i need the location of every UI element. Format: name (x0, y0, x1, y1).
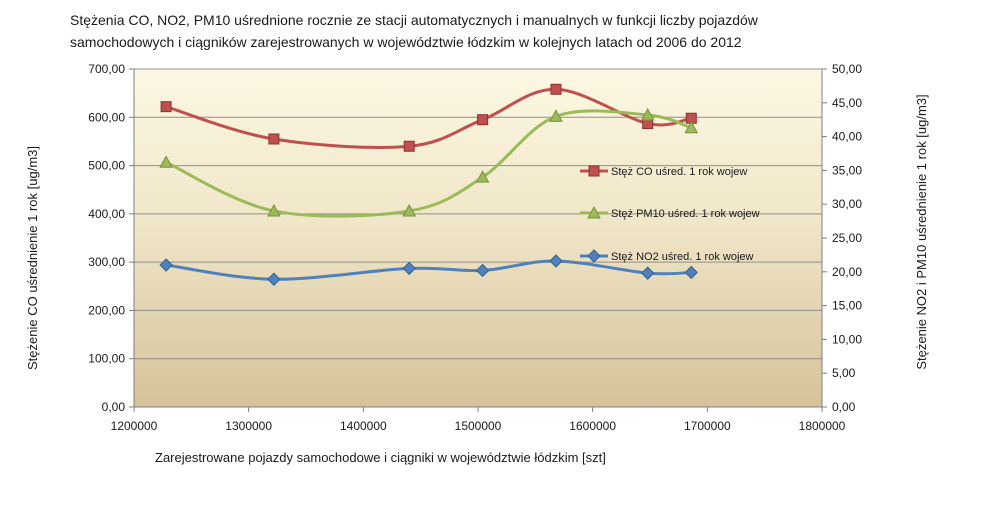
data-point (550, 83, 562, 95)
right-y-axis-title: Stężenie NO2 i PM10 uśrednienie 1 rok [u… (914, 94, 929, 369)
legend-item: Stęż CO uśred. 1 rok wojew (580, 165, 747, 178)
right-y-tick-label: 25,00 (832, 231, 862, 245)
right-y-tick-label: 40,00 (832, 130, 862, 144)
x-tick-label: 1400000 (340, 419, 387, 433)
right-y-tick-label: 30,00 (832, 197, 862, 211)
series-1 (160, 83, 697, 152)
x-axis-title: Zarejestrowane pojazdy samochodowe i cią… (155, 450, 606, 465)
left-y-tick-label: 400,00 (88, 207, 125, 221)
legend-label: Stęż PM10 uśred. 1 rok wojew (611, 208, 760, 220)
right-y-axis-ticks: 0,00 5,00 10,00 15,00 20,00 25,00 30,00 35,00 40… (822, 62, 862, 414)
legend-item: Stęż PM10 uśred. 1 rok wojew (580, 205, 760, 220)
data-point (267, 203, 281, 217)
data-point (159, 155, 173, 168)
left-y-tick-label: 600,00 (88, 110, 125, 124)
series-3 (159, 254, 698, 286)
data-point (477, 114, 489, 126)
legend-label: Stęż NO2 uśred. 1 rok wojew (611, 251, 754, 263)
right-y-tick-label: 10,00 (832, 332, 862, 346)
data-point (640, 266, 655, 280)
data-point (403, 140, 415, 152)
x-tick-label: 1500000 (455, 419, 502, 433)
legend: Stęż CO uśred. 1 rok wojew Stęż PM10 uśre… (580, 165, 760, 263)
data-point (684, 265, 698, 280)
left-y-tick-label: 0,00 (102, 400, 126, 414)
data-point (268, 133, 280, 145)
legend-item: Stęż NO2 uśred. 1 rok wojew (580, 249, 754, 263)
left-y-tick-label: 200,00 (88, 303, 125, 317)
right-y-tick-label: 0,00 (832, 400, 856, 414)
legend-label: Stęż CO uśred. 1 rok wojew (611, 166, 747, 178)
data-point (640, 107, 655, 121)
left-y-tick-label: 700,00 (88, 62, 125, 76)
right-y-tick-label: 50,00 (832, 62, 862, 76)
data-point (475, 170, 490, 183)
x-tick-label: 1200000 (111, 419, 158, 433)
data-point (475, 263, 490, 278)
left-y-tick-label: 300,00 (88, 255, 125, 269)
data-point (160, 101, 172, 113)
left-y-tick-label: 500,00 (88, 159, 125, 173)
plot-area (134, 69, 822, 407)
chart-title-line-2: samochodowych i ciągników zarejestrowany… (70, 34, 742, 50)
data-point (549, 109, 563, 122)
right-y-tick-label: 15,00 (832, 299, 862, 313)
legend-swatch-marker (587, 249, 601, 263)
left-y-axis-ticks: 0,00 100,00 200,00 300,00 400,00 500,00 600,00… (88, 62, 134, 414)
right-y-tick-label: 35,00 (832, 163, 862, 177)
data-point (402, 261, 416, 276)
x-tick-label: 1600000 (569, 419, 616, 433)
right-y-tick-label: 5,00 (832, 366, 856, 380)
data-point (159, 258, 173, 272)
chart-title-line-1: Stężenia CO, NO2, PM10 uśrednione roczni… (70, 12, 759, 28)
legend-swatch-marker (588, 165, 600, 177)
x-tick-label: 1700000 (684, 419, 731, 433)
data-point (549, 254, 563, 268)
data-point (402, 203, 417, 217)
x-tick-label: 1800000 (799, 419, 846, 433)
data-point (684, 120, 699, 134)
legend-swatch-marker (587, 205, 601, 219)
right-y-tick-label: 45,00 (832, 96, 862, 110)
data-point (267, 272, 281, 286)
series-2 (159, 107, 699, 218)
left-y-axis-title: Stężenie CO uśrednienie 1 rok [ug/m3] (25, 146, 40, 370)
x-axis-ticks: 1200000 1300000 1400000 1500000 1600000 17000… (111, 407, 846, 433)
right-y-tick-label: 20,00 (832, 265, 862, 279)
series-lines (159, 83, 699, 286)
x-tick-label: 1300000 (225, 419, 272, 433)
left-y-tick-label: 100,00 (88, 352, 125, 366)
